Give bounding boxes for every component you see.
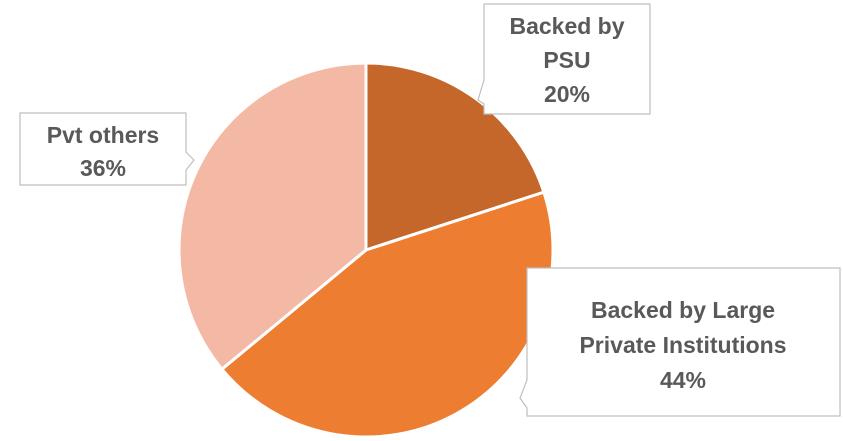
callout-label-line-1: Pvt others	[47, 122, 159, 148]
callout-backed-by-large-private-institutions: Backed by Large Private Institutions 44%	[519, 267, 841, 417]
callout-value: 20%	[544, 81, 590, 107]
pie-slices	[177, 61, 555, 439]
callout-box-psu	[477, 3, 651, 115]
pie-slice-backed-by-psu	[364, 61, 546, 253]
callout-label-line-2: Private Institutions	[579, 332, 786, 358]
pie-slice-backed-by-large-private-institutions	[219, 190, 555, 439]
callout-value: 36%	[80, 155, 126, 181]
callout-box-pvt-others	[19, 112, 195, 186]
callout-pvt-others: Pvt others 36%	[19, 112, 195, 186]
callout-label-line-2: PSU	[543, 47, 590, 73]
callout-value: 44%	[660, 367, 706, 393]
callout-label-line-1: Backed by	[509, 13, 624, 39]
callout-label-line-1: Backed by Large	[591, 297, 775, 323]
callout-box-large-private	[519, 267, 841, 417]
callout-backed-by-psu: Backed by PSU 20%	[477, 3, 651, 115]
pie-slice-pvt-others	[177, 61, 368, 372]
